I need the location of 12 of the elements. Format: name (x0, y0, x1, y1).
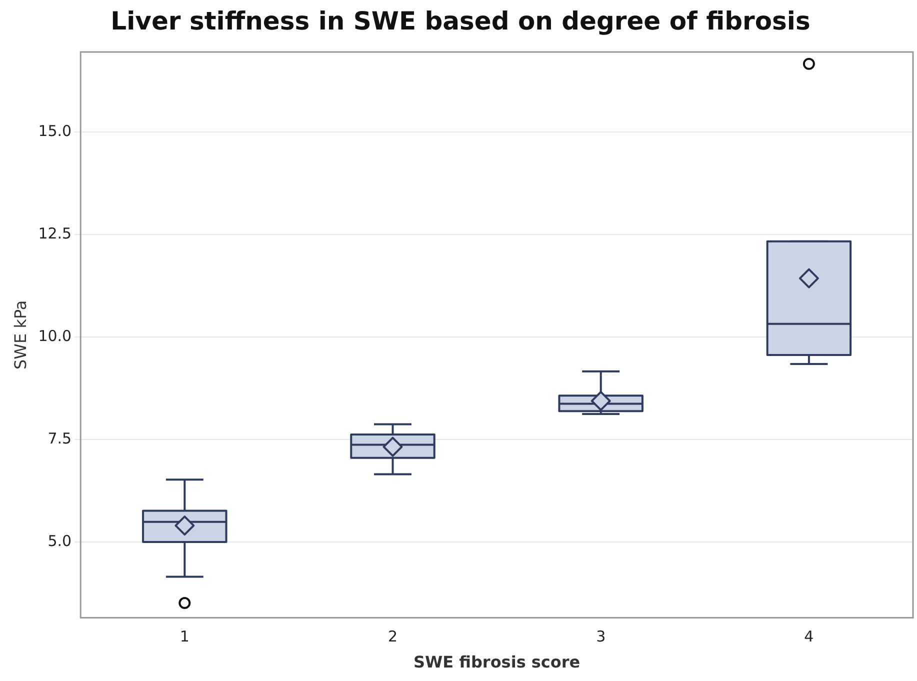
x-tick-label: 3 (596, 628, 606, 646)
x-tick-label: 2 (388, 628, 398, 646)
y-tick-label: 15.0 (38, 122, 72, 140)
y-tick-label: 10.0 (38, 326, 72, 345)
chart-title: Liver stiffness in SWE based on degree of fibrosis (110, 6, 810, 36)
x-tick-label: 1 (180, 628, 190, 646)
x-axis-title: SWE fibrosis score (413, 652, 580, 672)
y-tick-label: 12.5 (38, 224, 72, 242)
x-tick-label: 4 (804, 628, 814, 646)
y-tick-label: 7.5 (48, 429, 72, 448)
y-tick-label: 5.0 (48, 532, 72, 550)
y-axis-title: SWE kPa (10, 300, 30, 370)
